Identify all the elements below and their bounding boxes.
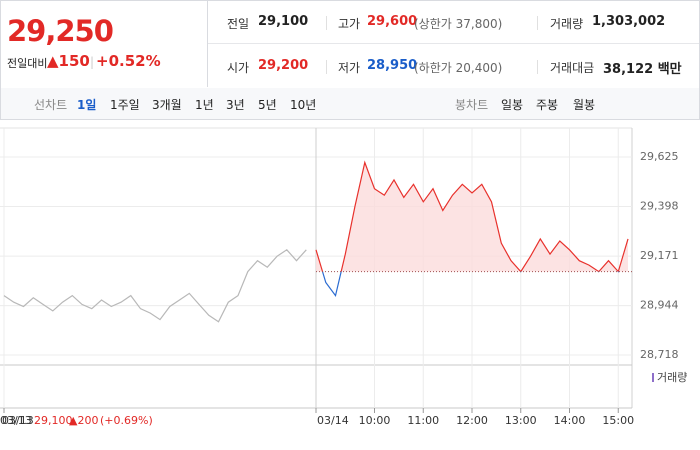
stat-label: 거래대금 [550, 61, 595, 75]
stat-value: 29,100 [258, 14, 309, 29]
change-label: 전일대비 [7, 57, 48, 70]
stat-extra: (하한가 20,400) [414, 61, 503, 75]
x-tick-label: 10:00 [359, 414, 391, 427]
tab-group-label: 선차트 [34, 98, 68, 112]
x-tick-label: 03/13 [0, 414, 32, 427]
separator: | [90, 55, 95, 69]
stat-value: 38,122 백만 [603, 62, 682, 77]
period-tab[interactable]: 1일 [77, 98, 97, 112]
y-tick-label: 28,718 [640, 348, 679, 361]
divider [537, 16, 538, 30]
x-tick-label: 13:00 [505, 414, 537, 427]
period-tab[interactable]: 10년 [290, 98, 317, 112]
stat-label: 전일 [227, 17, 250, 31]
price-line [315, 160, 629, 297]
period-tab[interactable]: 5년 [258, 98, 277, 112]
change: ▲150 [47, 52, 90, 70]
hover-info: 29,100 [34, 414, 73, 427]
hover-info: 03/13 [2, 414, 34, 427]
divider [208, 43, 699, 44]
period-tab[interactable]: 3년 [226, 98, 245, 112]
current-price: 29,250 [7, 14, 114, 48]
hover-info: ▲200 [69, 414, 98, 427]
tab-bar [0, 88, 700, 120]
y-tick-label: 29,171 [640, 249, 679, 262]
hover-info: (+0.69%) [100, 414, 153, 427]
stat-label: 시가 [227, 61, 250, 75]
tab-group-label: 봉차트 [455, 98, 489, 112]
divider [537, 60, 538, 74]
stat-value: 29,600 [367, 14, 418, 29]
period-tab[interactable]: 3개월 [152, 98, 182, 112]
area [316, 162, 628, 272]
x-tick-label: 14:00 [554, 414, 586, 427]
stat-label: 저가 [338, 61, 361, 75]
candle-tab[interactable]: 주봉 [536, 98, 559, 112]
chart: 29,625 29,398 29,171 28,944 28,718 03/13 03/14… [0, 127, 687, 427]
legend-label: 거래량 [657, 371, 687, 384]
x-tick-label: 03/14 [317, 414, 349, 427]
x-tick-label: 15:00 [602, 414, 634, 427]
quote-summary [0, 0, 208, 87]
y-tick-label: 29,625 [640, 150, 679, 163]
divider [326, 16, 327, 30]
stat-extra: (상한가 37,800) [414, 17, 503, 31]
y-tick-label: 28,944 [640, 299, 679, 312]
y-tick-label: 29,398 [640, 200, 679, 213]
period-tab[interactable]: 1년 [195, 98, 214, 112]
divider [326, 60, 327, 74]
stat-value: 29,200 [258, 58, 309, 73]
x-tick-label: 11:00 [407, 414, 439, 427]
period-tab[interactable]: 1주일 [110, 98, 140, 112]
change-pct: +0.52% [96, 52, 161, 70]
stat-value: 1,303,002 [592, 14, 666, 29]
x-tick-label: 12:00 [456, 414, 488, 427]
price-line [3, 249, 307, 323]
stat-label: 거래량 [550, 17, 584, 31]
stat-label: 고가 [338, 17, 361, 31]
candle-tab[interactable]: 일봉 [501, 98, 524, 112]
stat-value: 28,950 [367, 58, 418, 73]
legend-swatch [652, 373, 654, 382]
candle-tab[interactable]: 월봉 [573, 98, 596, 112]
